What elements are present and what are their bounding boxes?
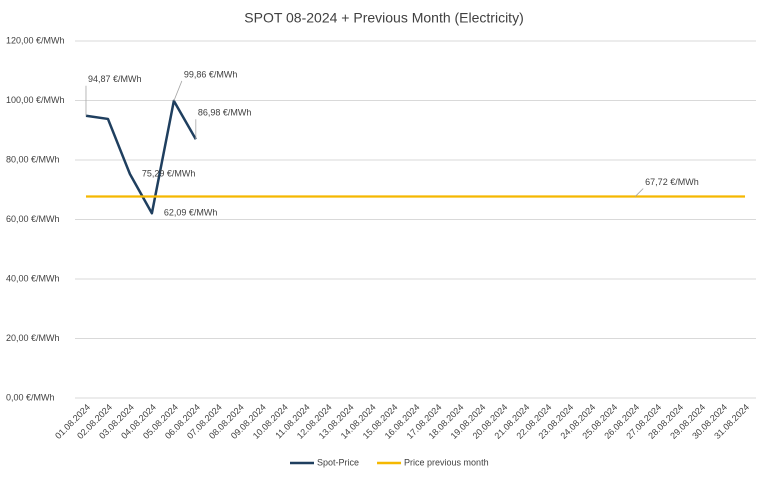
- data-label: 75,29 €/MWh: [142, 168, 196, 178]
- data-label: 67,72 €/MWh: [645, 177, 699, 187]
- data-label: 99,86 €/MWh: [184, 69, 238, 79]
- data-label: 94,87 €/MWh: [88, 74, 142, 84]
- y-tick-label: 120,00 €/MWh: [6, 35, 65, 45]
- leader-line: [173, 80, 183, 102]
- line-series: [85, 99, 197, 215]
- chart-title: SPOT 08-2024 + Previous Month (Electrici…: [244, 10, 523, 26]
- y-tick-label: 40,00 €/MWh: [6, 273, 60, 283]
- y-tick-label: 100,00 €/MWh: [6, 95, 65, 105]
- legend-label: Spot-Price: [317, 457, 359, 467]
- data-label: 62,09 €/MWh: [164, 208, 218, 218]
- y-tick-label: 0,00 €/MWh: [6, 392, 55, 402]
- data-label: 86,98 €/MWh: [198, 108, 252, 118]
- legend-label: Price previous month: [404, 457, 489, 467]
- leader-line: [634, 188, 644, 197]
- y-tick-label: 60,00 €/MWh: [6, 214, 60, 224]
- y-tick-label: 20,00 €/MWh: [6, 333, 60, 343]
- y-tick-label: 80,00 €/MWh: [6, 154, 60, 164]
